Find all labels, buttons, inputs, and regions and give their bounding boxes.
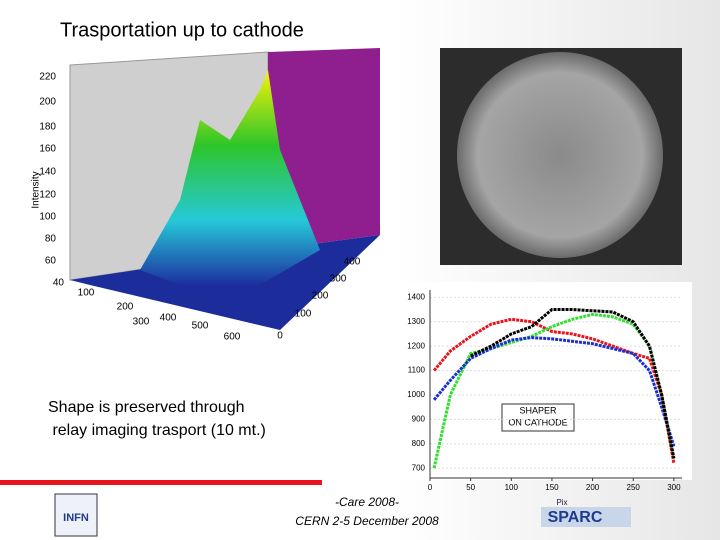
y-tick-label: 1200 [407, 341, 425, 350]
title: Trasportation up to cathode [60, 19, 304, 41]
annotation-box [501, 403, 575, 432]
z-tick: 180 [39, 122, 56, 133]
accent-bar [0, 480, 322, 485]
logo: Pix [556, 498, 567, 507]
y-tick-label: 800 [412, 439, 426, 448]
y-tick-label: 700 [412, 463, 426, 472]
z-tick: 140 [39, 167, 56, 178]
x-tick: 400 [160, 313, 177, 324]
x-tick-label: 250 [627, 483, 641, 492]
y-tick: 400 [344, 257, 361, 268]
logo: INFN [63, 512, 89, 524]
annotation: ON CATHODE [508, 417, 567, 427]
y-tick: 300 [330, 274, 347, 285]
x-tick: 300 [133, 317, 150, 328]
surface [140, 70, 320, 285]
z-tick: 160 [39, 144, 56, 155]
logo-frame [541, 507, 631, 527]
z-tick: 60 [45, 256, 57, 267]
logo: SPARC [548, 509, 603, 526]
y-tick: 100 [295, 309, 312, 320]
z-tick: 200 [39, 97, 56, 108]
x-tick-label: 50 [466, 483, 475, 492]
x-tick: 200 [117, 302, 134, 313]
x-tick: 600 [224, 332, 241, 343]
x-tick-label: 0 [428, 483, 433, 492]
y-tick-label: 1000 [407, 390, 425, 399]
caption: Shape is preserved through [48, 399, 245, 416]
beam-spot [457, 52, 663, 258]
y-tick-label: 1100 [408, 366, 426, 375]
x-tick: 100 [78, 288, 95, 299]
logo-frame [54, 493, 98, 537]
y-tick-label: 900 [412, 415, 426, 424]
z-tick: 220 [39, 72, 56, 83]
z-tick: 120 [39, 190, 56, 201]
caption: relay imaging trasport (10 mt.) [48, 422, 266, 439]
series-line [469, 308, 676, 459]
y-tick-label: 1300 [407, 317, 425, 326]
z-tick: 80 [45, 234, 57, 245]
x-tick-label: 200 [586, 483, 600, 492]
y-tick: 0 [277, 331, 283, 342]
x-tick: 500 [192, 321, 209, 332]
z-tick: 40 [53, 278, 65, 289]
x-tick-label: 300 [667, 483, 681, 492]
x-tick-label: 150 [545, 483, 559, 492]
series-line [432, 317, 676, 464]
footer: CERN 2-5 December 2008 [295, 514, 439, 528]
annotation: SHAPER [519, 405, 557, 415]
y-tick-label: 1400 [407, 292, 425, 301]
z-tick: 100 [39, 212, 56, 223]
profile-chart: SHAPER ON CATHODE 7008009001000110012001… [392, 282, 692, 492]
chart-bg [392, 282, 692, 480]
surface-plot: Intensity 220 200 180 160 140 120 100 80… [18, 47, 382, 355]
y-tick: 200 [312, 291, 329, 302]
footer: -Care 2008- [335, 495, 399, 509]
x-tick-label: 100 [505, 483, 519, 492]
z-label: Intensity [31, 171, 42, 208]
